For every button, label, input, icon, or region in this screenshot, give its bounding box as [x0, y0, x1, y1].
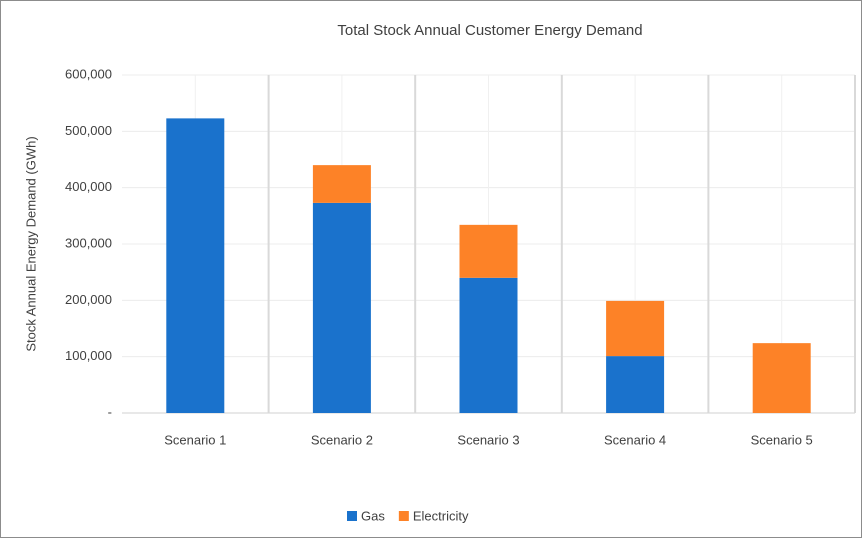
y-tick-label: 100,000 — [65, 348, 112, 363]
bar-segment — [606, 356, 665, 413]
x-tick-label: Scenario 4 — [604, 432, 666, 447]
bar-segment — [312, 202, 371, 413]
bar-segment — [312, 165, 371, 203]
y-tick-label: 200,000 — [65, 292, 112, 307]
bar-segment — [459, 277, 518, 413]
legend-label: Gas — [361, 508, 385, 523]
y-tick-label: 500,000 — [65, 123, 112, 138]
y-tick-label: 600,000 — [65, 66, 112, 81]
bar-segment — [166, 118, 225, 414]
x-tick-label: Scenario 5 — [751, 432, 813, 447]
y-axis-label: Stock Annual Energy Demand (GWh) — [23, 136, 38, 351]
y-tick-label: - — [108, 404, 112, 419]
legend-label: Electricity — [413, 508, 469, 523]
x-tick-label: Scenario 3 — [457, 432, 519, 447]
bar-segment — [752, 343, 811, 413]
y-tick-label: 400,000 — [65, 179, 112, 194]
bar-segment — [606, 300, 665, 357]
legend-swatch — [347, 511, 357, 521]
x-tick-label: Scenario 2 — [311, 432, 373, 447]
legend-swatch — [398, 511, 409, 521]
bar-segment — [459, 224, 518, 278]
y-tick-label: 300,000 — [65, 235, 112, 250]
x-tick-label: Scenario 1 — [164, 432, 226, 447]
chart-title: Total Stock Annual Customer Energy Deman… — [337, 22, 642, 39]
